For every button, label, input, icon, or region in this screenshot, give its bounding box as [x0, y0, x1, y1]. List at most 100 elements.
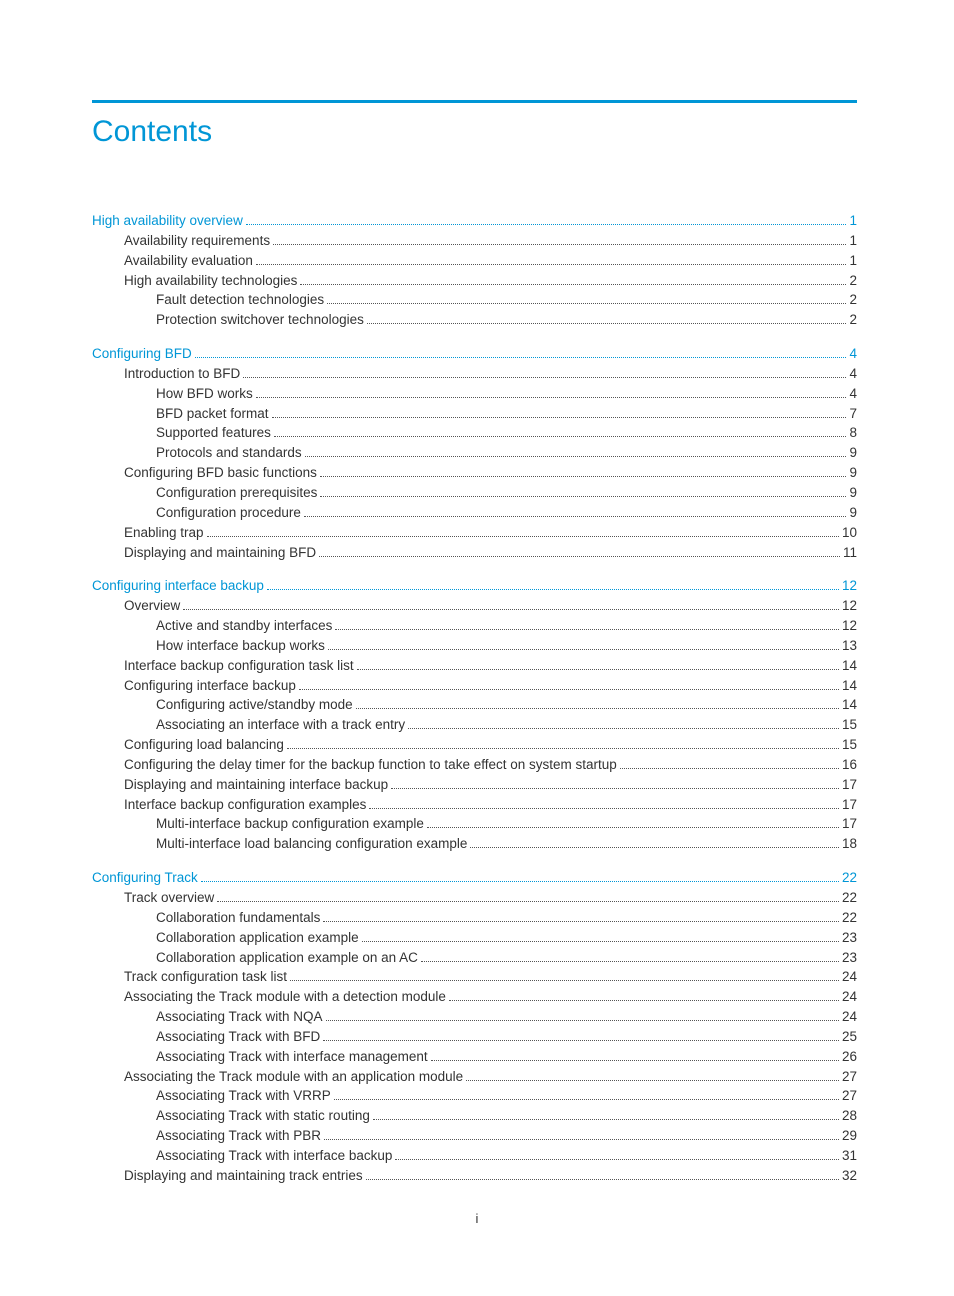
- toc-entry-leader: [327, 303, 846, 304]
- toc-entry-label: Protection switchover technologies: [156, 310, 364, 330]
- toc-entry[interactable]: Associating the Track module with an app…: [124, 1067, 857, 1087]
- toc-entry-leader: [256, 397, 847, 398]
- toc-entry[interactable]: Associating Track with interface backup3…: [156, 1146, 857, 1166]
- toc-entry-page: 9: [849, 463, 857, 483]
- toc-entry-leader: [319, 556, 840, 557]
- toc-entry[interactable]: High availability overview1: [92, 211, 857, 231]
- toc-entry-page: 27: [842, 1067, 857, 1087]
- toc-entry[interactable]: Associating an interface with a track en…: [156, 715, 857, 735]
- toc-entry[interactable]: Configuring load balancing 15: [124, 735, 857, 755]
- toc-entry-page: 4: [849, 344, 857, 364]
- toc-entry-leader: [274, 436, 847, 437]
- toc-entry[interactable]: Availability evaluation1: [124, 251, 857, 271]
- toc-entry[interactable]: Protocols and standards9: [156, 443, 857, 463]
- toc-entry-page: 12: [842, 596, 857, 616]
- toc-entry[interactable]: Interface backup configuration examples1…: [124, 795, 857, 815]
- toc-entry-label: Displaying and maintaining track entries: [124, 1166, 363, 1186]
- section-gap: [92, 562, 857, 576]
- toc-entry-page: 22: [842, 888, 857, 908]
- toc-entry[interactable]: Protection switchover technologies2: [156, 310, 857, 330]
- toc-entry[interactable]: Associating Track with interface managem…: [156, 1047, 857, 1067]
- toc-entry[interactable]: Overview 12: [124, 596, 857, 616]
- toc-entry[interactable]: How BFD works4: [156, 384, 857, 404]
- toc-entry-label: How interface backup works: [156, 636, 325, 656]
- toc-entry[interactable]: Supported features8: [156, 423, 857, 443]
- toc-entry[interactable]: Configuring BFD basic functions9: [124, 463, 857, 483]
- toc-entry[interactable]: Multi-interface load balancing configura…: [156, 834, 857, 854]
- toc-entry-page: 10: [842, 523, 857, 543]
- toc-entry[interactable]: Collaboration application example23: [156, 928, 857, 948]
- toc-entry-label: Associating Track with BFD: [156, 1027, 320, 1047]
- toc-entry-page: 23: [842, 948, 857, 968]
- toc-entry[interactable]: Configuring the delay timer for the back…: [124, 755, 857, 775]
- toc-entry-leader: [366, 1179, 839, 1180]
- toc-entry[interactable]: Collaboration application example on an …: [156, 948, 857, 968]
- toc-entry[interactable]: Configuring Track22: [92, 868, 857, 888]
- toc-entry-label: Associating Track with NQA: [156, 1007, 323, 1027]
- toc-entry-page: 9: [849, 503, 857, 523]
- toc-entry[interactable]: Configuration prerequisites9: [156, 483, 857, 503]
- toc-entry[interactable]: Track configuration task list24: [124, 967, 857, 987]
- toc-entry[interactable]: Associating Track with PBR29: [156, 1126, 857, 1146]
- toc-entry[interactable]: Displaying and maintaining interface bac…: [124, 775, 857, 795]
- toc-entry-label: Configuring load balancing: [124, 735, 284, 755]
- toc-entry-leader: [620, 768, 839, 769]
- toc-entry[interactable]: Configuring interface backup12: [92, 576, 857, 596]
- toc-entry-leader: [273, 244, 846, 245]
- toc-entry-label: Associating an interface with a track en…: [156, 715, 405, 735]
- toc-entry-label: Enabling trap: [124, 523, 204, 543]
- toc-entry-label: Supported features: [156, 423, 271, 443]
- toc-entry-page: 13: [842, 636, 857, 656]
- toc-entry[interactable]: High availability technologies2: [124, 271, 857, 291]
- toc-entry[interactable]: Associating Track with VRRP27: [156, 1086, 857, 1106]
- toc-entry[interactable]: Enabling trap 10: [124, 523, 857, 543]
- toc-entry-label: Interface backup configuration task list: [124, 656, 354, 676]
- toc-entry-leader: [362, 941, 839, 942]
- toc-entry-page: 1: [849, 231, 857, 251]
- toc-entry[interactable]: Associating Track with NQA24: [156, 1007, 857, 1027]
- toc-entry[interactable]: Availability requirements1: [124, 231, 857, 251]
- toc-entry[interactable]: Interface backup configuration task list…: [124, 656, 857, 676]
- toc-entry[interactable]: Introduction to BFD4: [124, 364, 857, 384]
- toc-entry-label: Overview: [124, 596, 180, 616]
- toc-entry-label: Displaying and maintaining BFD: [124, 543, 316, 563]
- toc-entry[interactable]: Configuring BFD4: [92, 344, 857, 364]
- toc-entry-page: 2: [849, 271, 857, 291]
- toc-entry[interactable]: Collaboration fundamentals22: [156, 908, 857, 928]
- section-gap: [92, 330, 857, 344]
- toc-entry-label: Configuration procedure: [156, 503, 301, 523]
- toc-entry-page: 23: [842, 928, 857, 948]
- toc-entry[interactable]: Associating the Track module with a dete…: [124, 987, 857, 1007]
- toc-entry[interactable]: Configuring active/standby mode14: [156, 695, 857, 715]
- toc-entry-leader: [183, 609, 839, 610]
- toc-entry-leader: [320, 496, 846, 497]
- toc-entry[interactable]: Fault detection technologies2: [156, 290, 857, 310]
- toc-entry-leader: [470, 847, 839, 848]
- toc-entry[interactable]: How interface backup works 13: [156, 636, 857, 656]
- toc-entry-label: Fault detection technologies: [156, 290, 324, 310]
- toc-entry-label: Configuring Track: [92, 868, 198, 888]
- toc-entry[interactable]: Track overview22: [124, 888, 857, 908]
- toc-entry[interactable]: Displaying and maintaining BFD11: [124, 543, 857, 563]
- toc-entry-leader: [323, 921, 839, 922]
- toc-entry-label: Associating Track with PBR: [156, 1126, 321, 1146]
- toc-entry-page: 15: [842, 735, 857, 755]
- toc-entry-page: 17: [842, 814, 857, 834]
- toc-entry-label: Multi-interface backup configuration exa…: [156, 814, 424, 834]
- toc-entry-leader: [323, 1040, 839, 1041]
- toc-entry[interactable]: BFD packet format 7: [156, 404, 857, 424]
- toc-entry-page: 7: [849, 404, 857, 424]
- toc-entry[interactable]: Configuring interface backup14: [124, 676, 857, 696]
- toc-entry[interactable]: Active and standby interfaces12: [156, 616, 857, 636]
- toc-entry[interactable]: Displaying and maintaining track entries…: [124, 1166, 857, 1186]
- toc-entry-leader: [320, 476, 847, 477]
- toc-entry[interactable]: Multi-interface backup configuration exa…: [156, 814, 857, 834]
- toc-entry-page: 26: [842, 1047, 857, 1067]
- toc-entry-page: 14: [842, 695, 857, 715]
- toc-entry[interactable]: Configuration procedure 9: [156, 503, 857, 523]
- toc-entry[interactable]: Associating Track with static routing28: [156, 1106, 857, 1126]
- toc-entry[interactable]: Associating Track with BFD25: [156, 1027, 857, 1047]
- table-of-contents: High availability overview1Availability …: [92, 211, 857, 1186]
- toc-entry-label: BFD packet format: [156, 404, 269, 424]
- toc-entry-label: Associating Track with VRRP: [156, 1086, 331, 1106]
